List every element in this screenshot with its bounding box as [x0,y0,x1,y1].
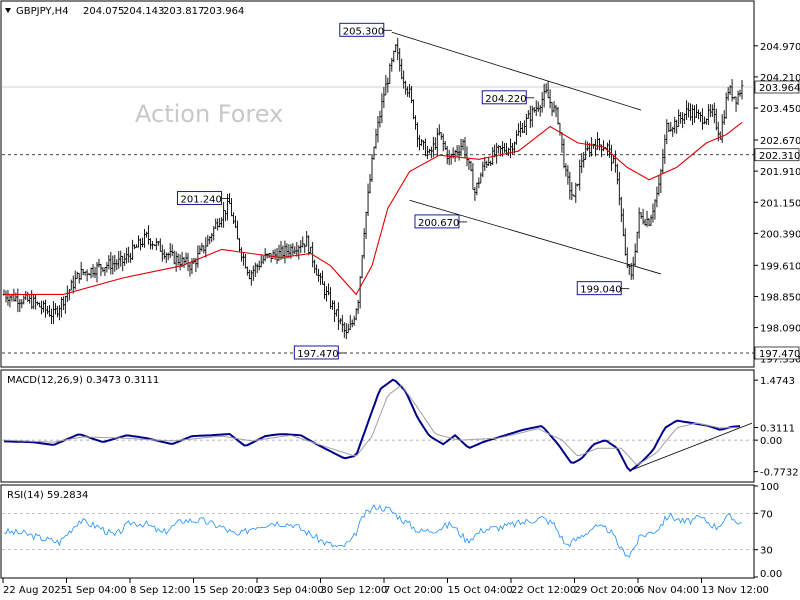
x-tick-label: 22 Oct 12:00 [511,585,576,596]
level-price-label: 202.310 [759,151,800,162]
rsi-series-layer [2,504,754,558]
x-tick-label: 7 Oct 20:00 [384,585,443,596]
collapse-triangle-icon[interactable] [5,8,11,13]
swing-label-box [293,345,339,360]
swing-label: 199.040 [580,285,621,296]
price-y-tick-label: 203.450 [760,104,800,115]
price-series-layer: 205.300 204.220 201.240 200.670 199.040 197.4… [2,22,754,360]
price-y-tick-label: 201.910 [760,167,800,178]
macd-y-tick-label: -0.7732 [760,468,799,479]
swing-label: 204.220 [485,94,526,105]
x-tick-label: 29 Oct 20:00 [575,585,640,596]
current-price-box [754,80,800,94]
header-symbol: GBPJPY,H4 [16,6,69,17]
price-y-tick-label: 198.090 [760,324,800,335]
rsi-y-tick-label: 100 [760,482,779,493]
swing-label: 205.300 [343,26,384,37]
price-y-tick-label: 204.210 [760,73,800,84]
swing-label-box [414,214,460,229]
swing-label-box [481,90,527,105]
swing-label-box [339,22,385,37]
x-tick-label: 30 Sep 12:00 [321,585,388,596]
macd-title: MACD(12,26,9) 0.3473 0.3111 [7,375,159,386]
header-low: 203.817 [163,6,204,17]
swing-label: 197.470 [297,349,338,360]
current-price-label: 203.964 [759,83,800,94]
level-price-box [754,148,800,162]
rsi-line [3,504,743,558]
price-y-tick-label: 202.670 [760,136,800,147]
channel-trendline [391,31,642,111]
moving-average-line [4,121,743,296]
macd-series-layer [2,378,754,473]
macd-panel-frame [0,369,755,483]
macd-trendline [633,422,753,470]
rsi-y-tick-label: 30 [760,546,773,557]
macd-y-tick-label: 0.3111 [760,423,795,434]
x-tick-label: 22 Aug 2025 [3,585,67,596]
price-y-tick-label: 204.970 [760,42,800,53]
x-tick-label: 13 Nov 12:00 [702,585,769,596]
level-price-box [754,346,800,360]
level-price-label: 197.470 [759,349,800,360]
price-y-tick-label: 198.850 [760,292,800,303]
macd-y-tick-label: 0.00 [760,436,782,447]
x-tick-label: 15 Sep 20:00 [194,585,261,596]
rsi-title: RSI(14) 59.2834 [7,490,88,501]
header-high: 204.143 [123,6,164,17]
x-tick-label: 1 Sep 04:00 [67,585,127,596]
watermark-text: Action Forex [135,100,283,128]
price-y-tick-label: 201.150 [760,198,800,209]
swing-label-box [576,281,622,296]
channel-trendline [409,199,661,275]
swing-label: 200.670 [418,218,459,229]
x-tick-label: 23 Sep 04:00 [257,585,324,596]
swing-label-box [177,191,223,206]
x-tick-label: 15 Oct 04:00 [448,585,513,596]
price-panel-frame [0,0,755,368]
header-close: 203.964 [203,6,244,17]
x-tick-label: 6 Nov 04:00 [638,585,699,596]
header-open: 204.075 [83,6,124,17]
rsi-y-tick-label: 0.00 [760,569,782,580]
price-header: GBPJPY,H4 204.075 204.143 203.817 203.96… [5,6,244,17]
swing-label: 201.240 [181,195,222,206]
rsi-panel-frame [0,484,755,579]
axes-layer: 204.970 204.210 203.450 202.670 201.910 201.1… [2,42,800,596]
price-y-tick-label: 199.610 [760,261,800,272]
x-tick-label: 8 Sep 12:00 [130,585,190,596]
macd-main-line [4,378,741,473]
price-y-tick-label: 197.330 [760,355,800,366]
macd-y-tick-label: 1.4743 [760,376,795,387]
macd-signal-line [3,384,741,465]
rsi-y-tick-label: 70 [760,509,773,520]
price-y-tick-label: 200.390 [760,229,800,240]
